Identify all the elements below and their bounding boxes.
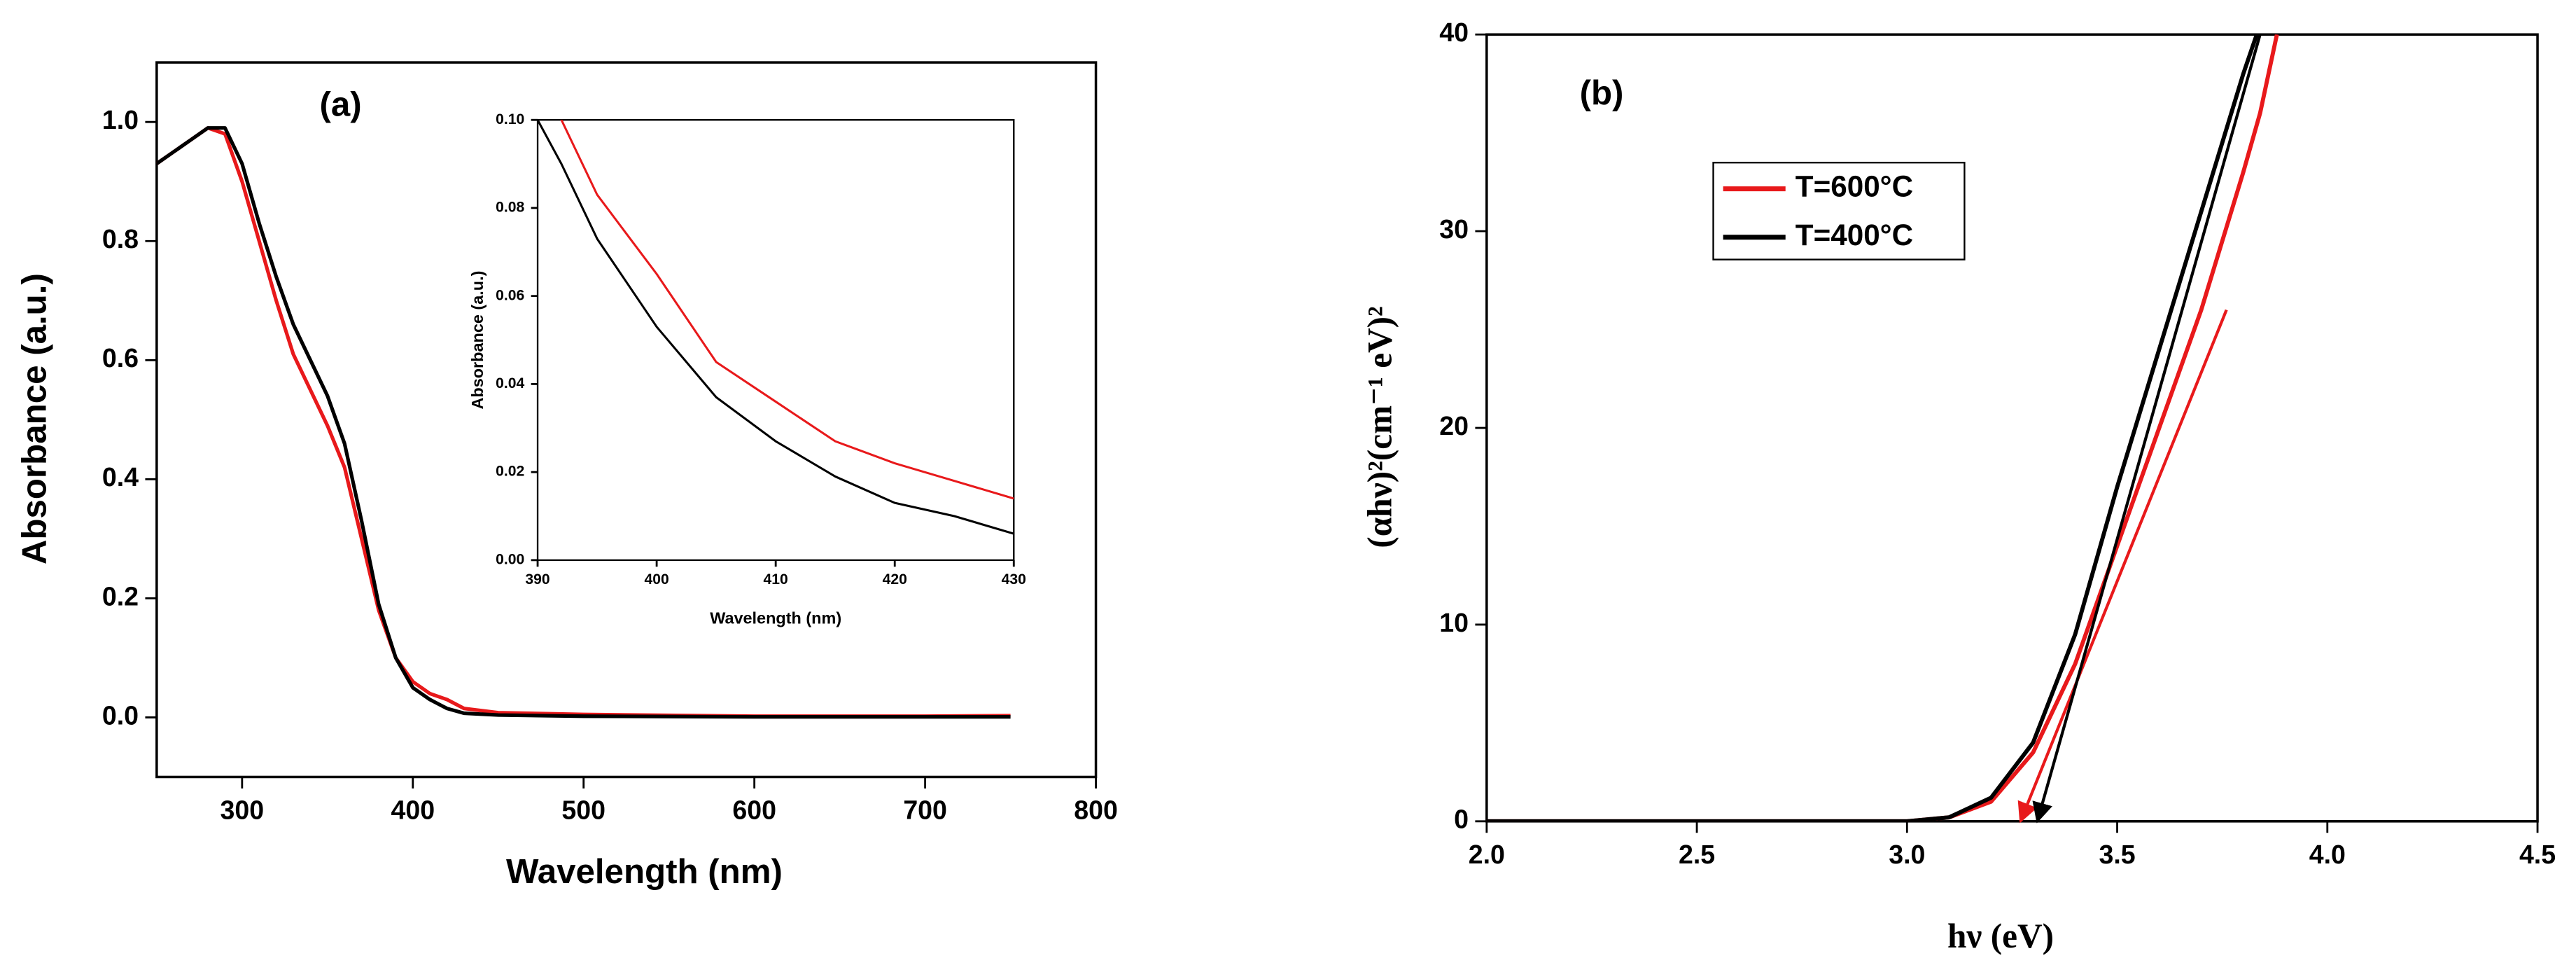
x-tick-label: 4.5 (2519, 840, 2556, 869)
y-tick-label: 0.0 (102, 700, 139, 730)
y-tick-label: 0.08 (496, 200, 524, 216)
y-tick-label: 30 (1439, 214, 1469, 244)
x-tick-label: 4.0 (2309, 840, 2346, 869)
y-tick-label: 0.02 (496, 464, 524, 480)
series-line (1486, 34, 2279, 821)
y-tick-label: 0 (1454, 805, 1469, 834)
tangent-line (2032, 34, 2262, 824)
y-tick-label: 20 (1439, 411, 1469, 440)
y-tick-label: 0.04 (496, 375, 524, 391)
y-tick-label: 10 (1439, 608, 1469, 637)
x-tick-label: 400 (644, 571, 668, 588)
legend-box (1712, 162, 1966, 261)
x-axis-label: Wavelength (nm) (710, 609, 841, 627)
series-line (1486, 34, 2260, 821)
y-tick-label: 0.8 (102, 224, 139, 254)
x-tick-label: 700 (903, 796, 947, 825)
x-tick-label: 420 (883, 571, 907, 588)
x-tick-label: 400 (391, 796, 435, 825)
chart-title: (a) (319, 85, 361, 123)
x-axis-label: Wavelength (nm) (506, 852, 783, 891)
y-tick-label: 0.4 (102, 462, 139, 492)
y-axis-label: Absorbance (a.u.) (468, 271, 486, 410)
x-tick-label: 3.0 (1889, 840, 1925, 869)
x-tick-label: 2.0 (1469, 840, 1505, 869)
y-tick-label: 0.00 (496, 551, 524, 567)
y-tick-label: 0.10 (496, 111, 524, 127)
legend-label: T=400°C (1795, 218, 1913, 251)
y-tick-label: 40 (1439, 18, 1469, 47)
series-line (538, 120, 1014, 535)
tangent-line (2017, 309, 2228, 824)
x-tick-label: 300 (220, 796, 265, 825)
y-tick-label: 0.06 (496, 287, 524, 303)
series-line (156, 126, 1011, 719)
chart-title: (b) (1580, 74, 1624, 112)
x-tick-label: 800 (1074, 796, 1118, 825)
y-tick-label: 0.2 (102, 581, 139, 611)
x-tick-label: 2.5 (1679, 840, 1715, 869)
x-tick-label: 410 (764, 571, 788, 588)
x-tick-label: 600 (732, 796, 776, 825)
y-axis-label: Absorbance (a.u.) (15, 273, 54, 564)
x-tick-label: 500 (561, 796, 606, 825)
x-tick-label: 390 (525, 571, 550, 588)
plot-frame (536, 119, 1015, 562)
series-line (560, 120, 1014, 500)
y-tick-label: 1.0 (102, 105, 139, 134)
series-line (156, 126, 1011, 718)
legend-label: T=600°C (1795, 170, 1913, 203)
plot-frame (1485, 33, 2539, 823)
y-tick-label: 0.6 (102, 343, 139, 373)
x-tick-label: 430 (1002, 571, 1026, 588)
y-axis-label: (αhν)²(cm⁻¹ eV)² (1360, 306, 1399, 548)
x-axis-label: hν (eV) (1947, 917, 2054, 955)
x-tick-label: 3.5 (2099, 840, 2135, 869)
